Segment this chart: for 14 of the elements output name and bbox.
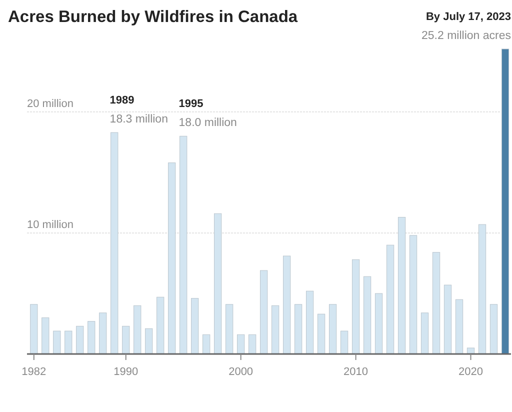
annotation: By July 17, 2023 — [426, 11, 511, 23]
x-tick-label: 2000 — [228, 366, 254, 378]
y-tick-label: 20 million — [27, 98, 74, 110]
x-tick-label: 1982 — [22, 366, 46, 378]
annotation: 25.2 million acres — [422, 30, 512, 42]
chart-title: Acres Burned by Wildfires in Canada — [8, 8, 298, 26]
x-tick-label: 2010 — [344, 366, 368, 378]
annotation: 1995 — [178, 98, 204, 110]
x-tick-label: 1990 — [114, 366, 138, 378]
y-tick-label: 10 million — [27, 218, 74, 231]
x-tick-label: 2020 — [458, 366, 484, 378]
annotation: 1989 — [110, 94, 134, 107]
annotation: 18.3 million — [110, 114, 168, 126]
annotation: 18.0 million — [178, 117, 237, 130]
